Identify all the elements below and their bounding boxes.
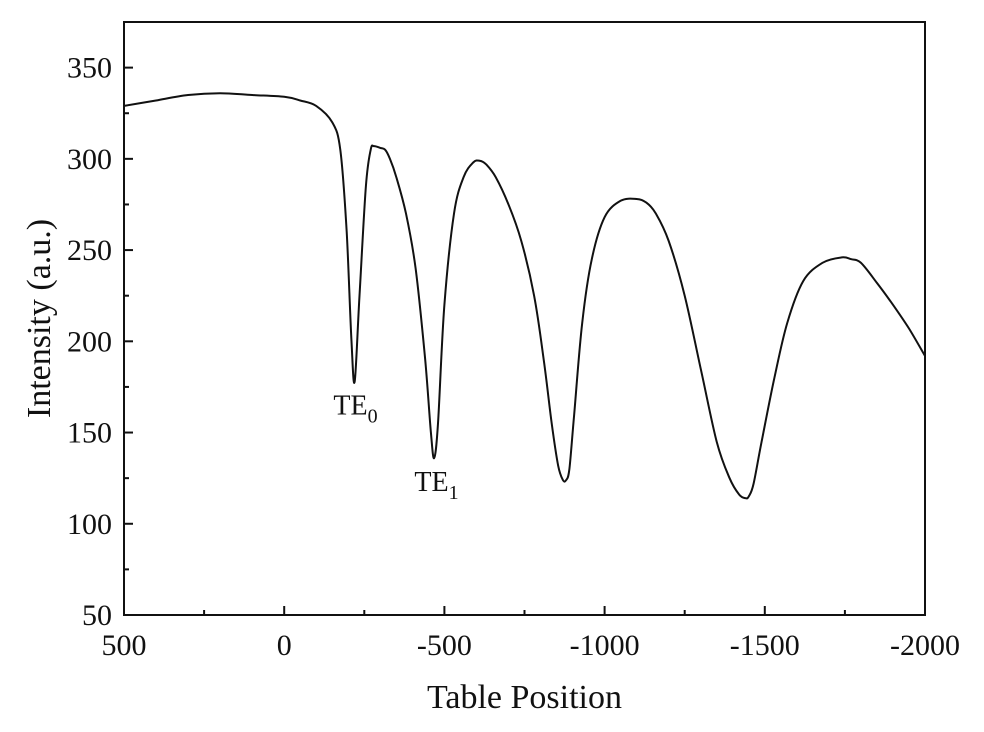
y-tick-label: 200 — [67, 325, 112, 358]
x-tick-label: 0 — [277, 629, 292, 662]
y-tick-label: 150 — [67, 417, 112, 450]
y-tick-label: 350 — [67, 52, 112, 85]
x-tick-label: -1500 — [730, 629, 800, 662]
x-axis-title: Table Position — [427, 679, 622, 716]
x-tick-label: -500 — [417, 629, 472, 662]
x-tick-label: -2000 — [890, 629, 960, 662]
mode-label-subscript: 0 — [368, 405, 378, 427]
mode-label-base: TE — [414, 467, 448, 498]
y-tick-label: 100 — [67, 508, 112, 541]
x-axis-ticks: 500 0 -500 -1000 -1500 -2000 — [102, 606, 960, 662]
x-tick-label: -1000 — [570, 629, 640, 662]
y-tick-label: 300 — [67, 143, 112, 176]
y-axis-title: Intensity (a.u.) — [21, 219, 58, 418]
mode-label: TE0 — [333, 390, 377, 427]
mode-label: TE1 — [414, 467, 458, 504]
y-axis-ticks: 50 100 150 200 250 300 350 — [67, 21, 133, 632]
mode-label-subscript: 1 — [449, 482, 459, 504]
intensity-series-line — [123, 92, 926, 500]
x-tick-label: 500 — [102, 629, 147, 662]
y-tick-label: 50 — [82, 599, 112, 632]
y-tick-label: 250 — [67, 234, 112, 267]
mode-label-base: TE — [333, 390, 367, 421]
plot-area-frame — [123, 21, 926, 616]
